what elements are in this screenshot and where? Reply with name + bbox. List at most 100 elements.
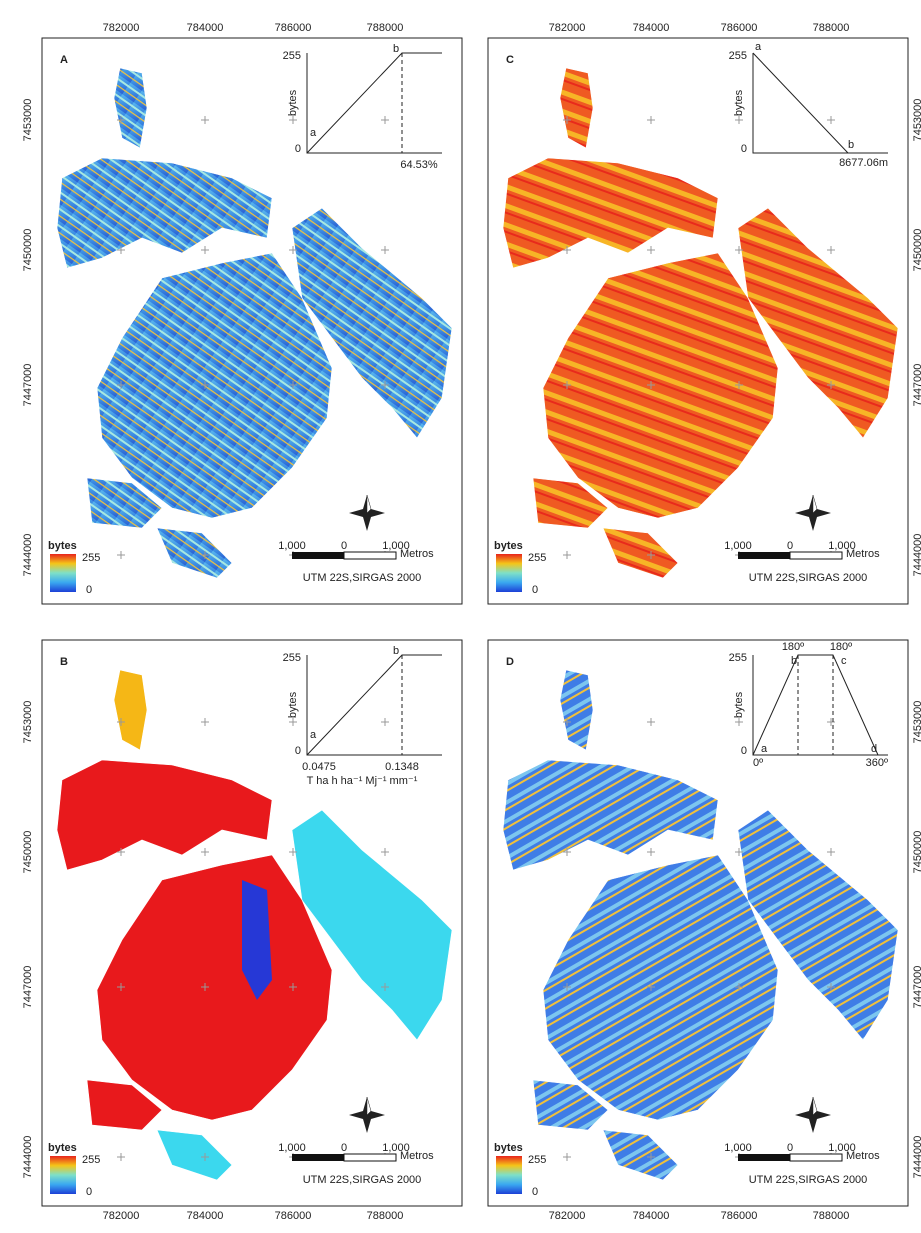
inset-point: b [393,43,399,55]
inset-y-min: 0 [741,143,747,155]
x-coordinate: 784000 [187,22,224,34]
inset-y-max: 255 [729,50,747,62]
legend-ramp [50,554,76,592]
scale-unit: Metros [846,548,880,560]
y-coordinate: 7447000 [22,364,34,407]
y-coordinate: 7444000 [912,1136,921,1179]
x-coordinate: 786000 [721,1210,758,1222]
inset-point: a [755,41,762,53]
scale-bar [790,552,842,559]
x-coordinate: 782000 [549,1210,586,1222]
scale-label: 0 [787,1142,793,1154]
y-coordinate: 7450000 [912,831,921,874]
y-coordinate: 7444000 [22,534,34,577]
legend-min: 0 [86,584,92,596]
x-coordinate: 784000 [187,1210,224,1222]
y-coordinate: 7447000 [912,364,921,407]
legend-min: 0 [86,1186,92,1198]
legend-max: 255 [82,552,100,564]
inset-x-label: 64.53% [400,159,438,171]
inset-y-max: 255 [283,50,301,62]
map-panel: 7820007840007860007880007453000745000074… [488,22,921,604]
x-coordinate: 782000 [549,22,586,34]
x-coordinate: 786000 [275,22,312,34]
inset-y-min: 0 [295,143,301,155]
inset-point: d [871,743,877,755]
legend-max: 255 [528,1154,546,1166]
inset-point: a [310,729,317,741]
panel-letter: D [506,656,514,668]
scale-bar [738,552,790,559]
x-coordinate: 782000 [103,22,140,34]
legend-min: 0 [532,584,538,596]
inset-point: c [841,655,847,667]
legend-ramp [496,1156,522,1194]
scale-label: 1,000 [278,1142,306,1154]
inset-point: b [393,645,399,657]
x-coordinate: 782000 [103,1210,140,1222]
inset-point: b [848,139,854,151]
inset-y-label: bytes [733,691,745,718]
y-coordinate: 7450000 [22,229,34,272]
y-coordinate: 7453000 [22,701,34,744]
y-coordinate: 7444000 [22,1136,34,1179]
y-coordinate: 7450000 [912,229,921,272]
inset-y-min: 0 [295,745,301,757]
scale-bar [344,552,396,559]
legend-min: 0 [532,1186,538,1198]
panel-letter: A [60,54,68,66]
scale-label: 1,000 [278,540,306,552]
scale-label: 1,000 [724,1142,752,1154]
projection: UTM 22S,SIRGAS 2000 [749,1174,868,1186]
scale-bar [738,1154,790,1161]
inset-point: a [761,743,768,755]
legend-title: bytes [494,1142,523,1154]
y-coordinate: 7450000 [22,831,34,874]
projection: UTM 22S,SIRGAS 2000 [749,572,868,584]
legend-max: 255 [82,1154,100,1166]
legend-max: 255 [528,552,546,564]
inset-y-label: bytes [733,89,745,116]
inset-x-title: T ha h ha⁻¹ Mj⁻¹ mm⁻¹ [307,775,418,787]
x-coordinate: 788000 [813,1210,850,1222]
legend-ramp [496,554,522,592]
scale-label: 1,000 [724,540,752,552]
inset-y-label: bytes [287,691,299,718]
scale-label: 0 [341,1142,347,1154]
y-coordinate: 7453000 [912,701,921,744]
map-panel: 782000 784000 786000 788000 7453000 7450000 74… [488,640,921,1222]
x-coordinate: 786000 [275,1210,312,1222]
inset-x-label: 360º [866,757,888,769]
map-panel: 782000 784000 786000 788000 7453000 7450000 74… [22,22,462,604]
inset-peak: 180º [782,641,804,653]
inset-x-label: 8677.06m [839,157,888,169]
scale-bar [790,1154,842,1161]
figure: 782000 784000 786000 788000 7453000 7450000 74… [0,0,921,1233]
legend-ramp [50,1156,76,1194]
y-coordinate: 7453000 [22,99,34,142]
x-coordinate: 788000 [813,22,850,34]
inset-peak: 180º [830,641,852,653]
inset-x-label: 0º [753,757,763,769]
x-coordinate: 786000 [721,22,758,34]
projection: UTM 22S,SIRGAS 2000 [303,1174,422,1186]
inset-y-min: 0 [741,745,747,757]
inset-x-label: 0.1348 [385,761,419,773]
inset-x-label: 0.0475 [302,761,336,773]
x-coordinate: 784000 [633,1210,670,1222]
legend-title: bytes [48,540,77,552]
projection: UTM 22S,SIRGAS 2000 [303,572,422,584]
scale-label: 0 [787,540,793,552]
scale-bar [292,552,344,559]
legend-title: bytes [494,540,523,552]
panel-letter: C [506,54,514,66]
y-coordinate: 7444000 [912,534,921,577]
x-coordinate: 788000 [367,22,404,34]
scale-unit: Metros [846,1150,880,1162]
inset-y-max: 255 [729,652,747,664]
x-coordinate: 784000 [633,22,670,34]
inset-point: b [791,655,797,667]
inset-y-label: bytes [287,89,299,116]
y-coordinate: 7447000 [22,966,34,1009]
scale-bar [292,1154,344,1161]
